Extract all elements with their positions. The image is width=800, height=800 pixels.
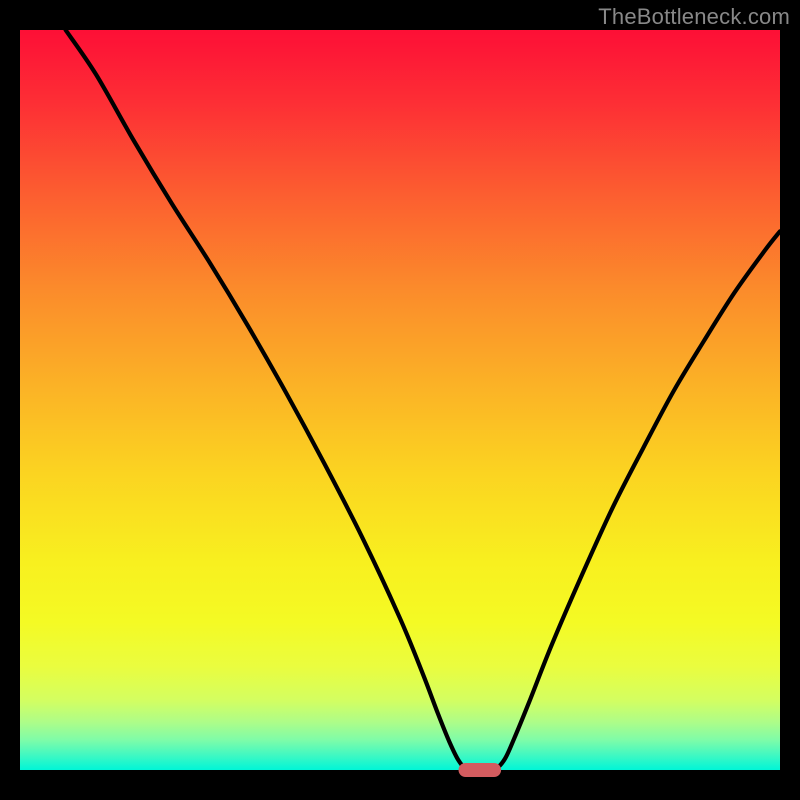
- chart-stage: TheBottleneck.com: [0, 0, 800, 800]
- optimum-marker: [459, 763, 502, 777]
- watermark-text: TheBottleneck.com: [598, 4, 790, 30]
- chart-svg: [0, 0, 800, 800]
